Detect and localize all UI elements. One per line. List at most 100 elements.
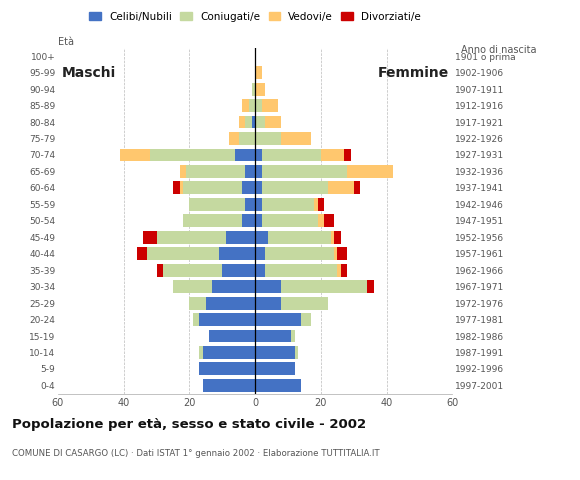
Bar [200, 313, 255, 326]
Bar [255, 148, 262, 161]
Bar [354, 181, 360, 194]
Bar [255, 116, 265, 129]
Bar [222, 264, 255, 276]
Bar [314, 198, 318, 211]
Bar [262, 181, 328, 194]
Bar [206, 297, 255, 310]
Bar [202, 379, 255, 392]
Bar [255, 66, 262, 79]
Text: Anno di nascita: Anno di nascita [461, 45, 536, 55]
Bar [334, 231, 340, 244]
Text: Femmine: Femmine [378, 66, 449, 80]
Bar [209, 330, 255, 342]
Bar [295, 346, 298, 359]
Bar [255, 346, 295, 359]
Bar [344, 148, 350, 161]
Bar [242, 99, 249, 112]
Bar [338, 264, 340, 276]
Bar [291, 330, 295, 342]
Bar [226, 231, 255, 244]
Bar [245, 198, 255, 211]
Bar [212, 280, 255, 293]
Bar [180, 165, 186, 178]
Bar [193, 313, 200, 326]
Text: Maschi: Maschi [61, 66, 115, 80]
Bar [262, 198, 314, 211]
Bar [255, 297, 281, 310]
Bar [318, 215, 324, 227]
Bar [190, 297, 206, 310]
Bar [202, 346, 255, 359]
Text: Età: Età [58, 37, 74, 47]
Bar [163, 264, 222, 276]
Bar [262, 148, 321, 161]
Bar [186, 165, 245, 178]
Bar [137, 247, 147, 260]
Bar [242, 215, 255, 227]
Bar [301, 313, 311, 326]
Bar [255, 379, 301, 392]
Bar [219, 247, 255, 260]
Text: Popolazione per età, sesso e stato civile - 2002: Popolazione per età, sesso e stato civil… [12, 418, 366, 431]
Bar [324, 215, 334, 227]
Bar [269, 231, 331, 244]
Bar [239, 132, 255, 145]
Bar [157, 231, 226, 244]
Bar [281, 297, 328, 310]
Bar [265, 264, 338, 276]
Bar [245, 116, 252, 129]
Bar [200, 362, 255, 375]
Bar [143, 231, 157, 244]
Bar [262, 215, 318, 227]
Bar [235, 148, 255, 161]
Bar [150, 148, 235, 161]
Bar [367, 280, 374, 293]
Bar [190, 198, 245, 211]
Bar [255, 247, 265, 260]
Bar [121, 148, 150, 161]
Bar [183, 215, 242, 227]
Bar [255, 330, 291, 342]
Bar [255, 362, 295, 375]
Bar [255, 132, 281, 145]
Bar [183, 181, 242, 194]
Bar [200, 346, 202, 359]
Bar [173, 280, 212, 293]
Bar [255, 215, 262, 227]
Bar [347, 165, 393, 178]
Bar [255, 181, 262, 194]
Bar [239, 116, 245, 129]
Bar [255, 264, 265, 276]
Bar [147, 247, 219, 260]
Bar [265, 247, 334, 260]
Text: COMUNE DI CASARGO (LC) · Dati ISTAT 1° gennaio 2002 · Elaborazione TUTTITALIA.IT: COMUNE DI CASARGO (LC) · Dati ISTAT 1° g… [12, 449, 379, 458]
Bar [255, 313, 301, 326]
Bar [281, 132, 311, 145]
Bar [242, 181, 255, 194]
Bar [249, 99, 255, 112]
Bar [180, 181, 183, 194]
Bar [281, 280, 367, 293]
Bar [255, 280, 281, 293]
Bar [331, 231, 334, 244]
Bar [252, 116, 255, 129]
Bar [255, 165, 262, 178]
Bar [262, 165, 347, 178]
Bar [252, 83, 255, 96]
Bar [255, 99, 262, 112]
Bar [157, 264, 163, 276]
Bar [173, 181, 180, 194]
Bar [318, 198, 324, 211]
Bar [255, 83, 265, 96]
Bar [334, 247, 338, 260]
Legend: Celibi/Nubili, Coniugati/e, Vedovi/e, Divorziati/e: Celibi/Nubili, Coniugati/e, Vedovi/e, Di… [89, 12, 421, 22]
Bar [255, 231, 269, 244]
Bar [265, 116, 281, 129]
Bar [340, 264, 347, 276]
Bar [338, 247, 347, 260]
Bar [321, 148, 344, 161]
Bar [262, 99, 278, 112]
Bar [328, 181, 354, 194]
Bar [229, 132, 239, 145]
Bar [245, 165, 255, 178]
